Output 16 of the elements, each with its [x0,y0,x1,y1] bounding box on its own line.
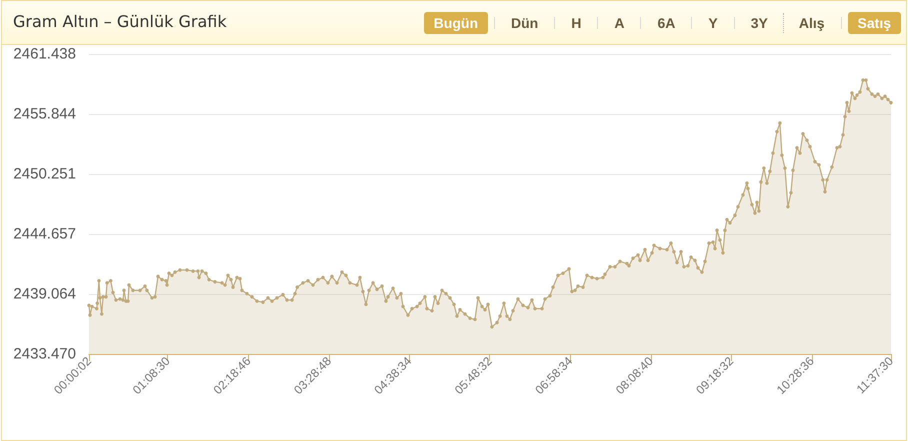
y-tick-label: 2455.844 [13,106,76,123]
y-tick-label: 2433.470 [13,346,76,362]
y-tick-label: 2450.251 [13,166,76,182]
text: Alış [788,12,835,34]
text: Y [698,12,728,34]
y-tick-label: 2439.064 [13,285,76,302]
text: Dün [501,12,548,34]
chart-title: Gram Altın – Günlük Grafik [13,12,227,31]
text: 6A [647,12,686,34]
text: 3Y [740,12,778,34]
text: A [604,12,634,34]
text: H [561,12,592,34]
text: Satış [848,12,901,34]
text: Bugün [424,12,488,34]
y-tick-label: 2444.657 [13,226,76,242]
y-tick-label: 2461.438 [13,46,76,62]
